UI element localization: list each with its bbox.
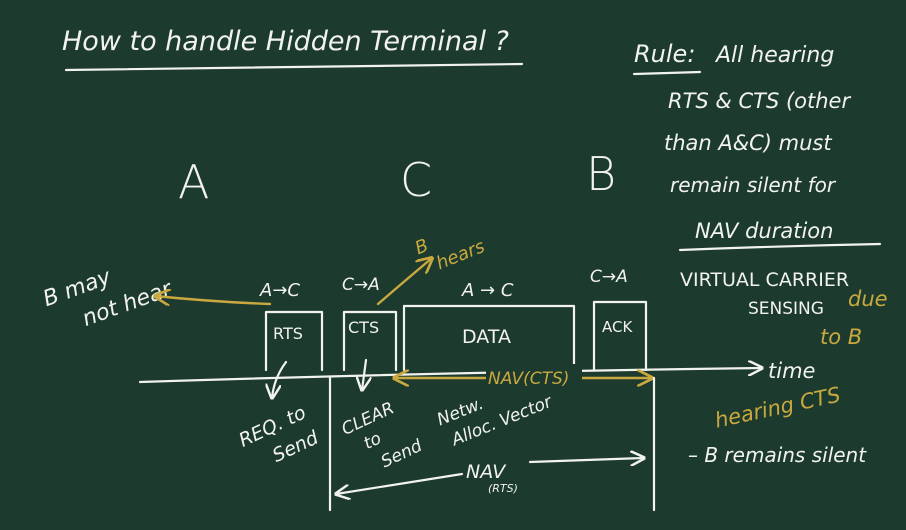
cts-meaning: CLEAR to Send — [339, 398, 426, 472]
ack-frame-box — [592, 300, 648, 372]
b-hears-line-1: B — [412, 235, 431, 259]
data-direction: A → C — [461, 280, 514, 301]
rule-line-4: remain silent for — [670, 173, 837, 197]
nav-cts-label: NAV(CTS) — [488, 369, 569, 389]
node-c: C — [400, 153, 432, 207]
rule-line-5: NAV duration — [695, 219, 833, 243]
rule-heading-underline — [632, 70, 702, 76]
hearing-cts-label: hearing CTS — [713, 383, 843, 433]
virtual-carrier-line-1: VIRTUAL CARRIER — [680, 269, 849, 291]
rts-frame-box — [264, 310, 324, 372]
b-not-hear-arrow — [155, 296, 272, 304]
rts-direction: A→C — [259, 280, 300, 301]
rule-line-1: All hearing — [714, 43, 834, 68]
rule-heading: Rule: — [634, 40, 695, 68]
virtual-carrier-line-2: SENSING — [748, 299, 824, 319]
ack-direction: C→A — [590, 267, 628, 287]
nav-rts-arrow-left — [336, 472, 464, 494]
cts-meaning-line-2: to — [361, 429, 385, 454]
cts-frame-label: CTS — [348, 318, 379, 337]
title-underline — [64, 62, 524, 72]
time-label: time — [768, 359, 815, 383]
b-hears-line-2: hears — [433, 236, 488, 274]
nav-rts-sublabel: (RTS) — [488, 482, 518, 495]
rts-meaning: REQ. to Send — [236, 402, 323, 467]
time-axis — [138, 368, 762, 384]
rts-frame-label: RTS — [273, 324, 303, 343]
node-a: A — [178, 155, 209, 209]
cts-frame-box — [342, 310, 398, 372]
data-frame-label: DATA — [462, 326, 511, 348]
rule-line-3: than A&C) must — [664, 131, 832, 155]
rule-divider — [678, 242, 882, 252]
rule-line-2: RTS & CTS (other — [668, 89, 851, 113]
b-remains-silent: – B remains silent — [688, 443, 867, 467]
due-line-1: due — [848, 287, 888, 311]
page-title: How to handle Hidden Terminal ? — [62, 26, 509, 57]
hearing-cts-note: hearing CTS — [713, 383, 843, 433]
due-line-2: to B — [820, 325, 862, 349]
b-may-not-hear-note: B may not hear — [40, 264, 177, 332]
data-frame-box — [402, 304, 576, 372]
cts-meaning-pointer — [362, 358, 366, 390]
b-hears-note: B hears — [412, 235, 488, 274]
nav-rts-label: NAV — [466, 461, 507, 483]
cts-direction: C→A — [342, 275, 380, 295]
nav-rts-arrow-right — [528, 458, 644, 462]
rts-meaning-pointer — [272, 360, 288, 398]
ack-frame-label: ACK — [602, 318, 633, 336]
cts-meaning-line-3: Send — [378, 436, 425, 472]
nav-cts-label-bg — [486, 364, 582, 388]
node-b: B — [586, 147, 616, 201]
b-hears-arrow — [376, 258, 432, 306]
